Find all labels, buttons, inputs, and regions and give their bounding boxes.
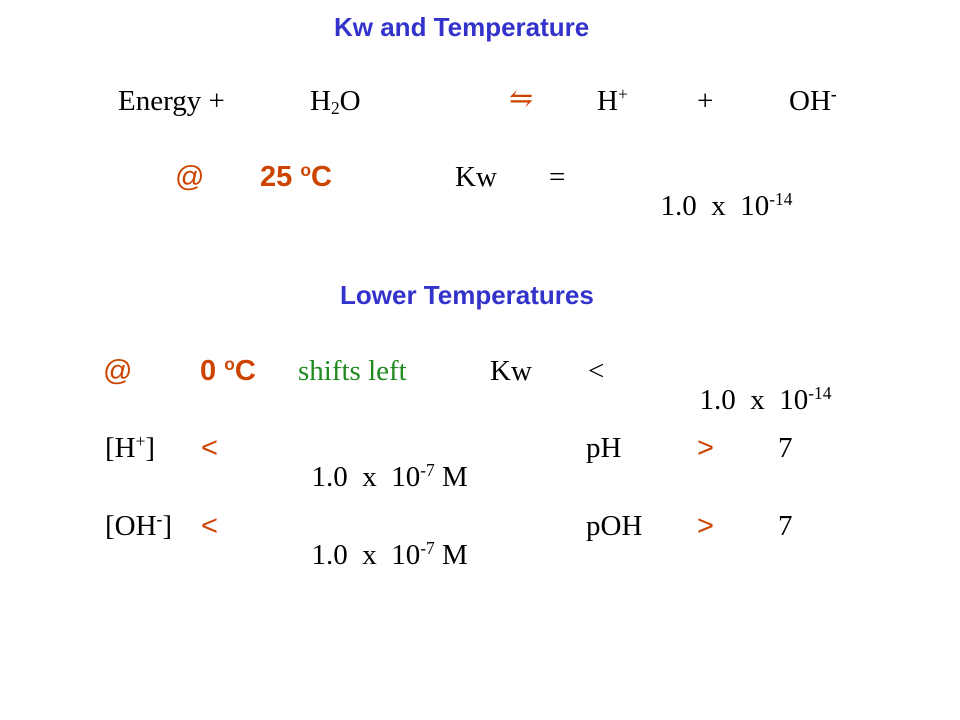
less-than-sign: < — [201, 510, 218, 542]
kw-value: 1.0 x 10-14 — [660, 189, 793, 222]
kw-value: 1.0 x 10-14 — [699, 383, 832, 416]
ph-label: pH — [586, 432, 622, 464]
shift-direction: shifts left — [298, 355, 407, 387]
less-than-sign: < — [588, 355, 605, 387]
temperature-0c: 0 oC — [200, 354, 256, 387]
equals-sign: = — [549, 161, 566, 193]
section-title-lower-temperatures: Lower Temperatures — [340, 280, 594, 310]
oh-ion-value: 1.0 x 10-7 M — [311, 538, 468, 571]
poh-label: pOH — [586, 510, 643, 542]
h-ion-concentration: [H+] — [105, 431, 156, 464]
page-title: Kw and Temperature — [334, 12, 590, 42]
equation-h-ion: H+ — [597, 84, 628, 117]
h-ion-value: 1.0 x 10-7 M — [311, 460, 468, 493]
equation-plus: + — [697, 85, 714, 117]
at-symbol: @ — [175, 161, 205, 193]
equation-energy: Energy + — [118, 85, 225, 117]
oh-ion-concentration: [OH-] — [105, 509, 173, 542]
ph-value: 7 — [778, 432, 793, 464]
greater-than-sign: > — [697, 432, 714, 464]
temperature-25c: 25 oC — [260, 160, 332, 193]
poh-value: 7 — [778, 510, 793, 542]
equilibrium-arrow-icon: ⇋ — [509, 83, 534, 115]
equation-water: H2O — [310, 85, 361, 119]
greater-than-sign: > — [697, 510, 714, 542]
kw-label: Kw — [490, 355, 532, 387]
less-than-sign: < — [201, 432, 218, 464]
kw-label: Kw — [455, 161, 497, 193]
at-symbol: @ — [103, 355, 133, 387]
equation-oh-ion: OH- — [789, 84, 837, 117]
